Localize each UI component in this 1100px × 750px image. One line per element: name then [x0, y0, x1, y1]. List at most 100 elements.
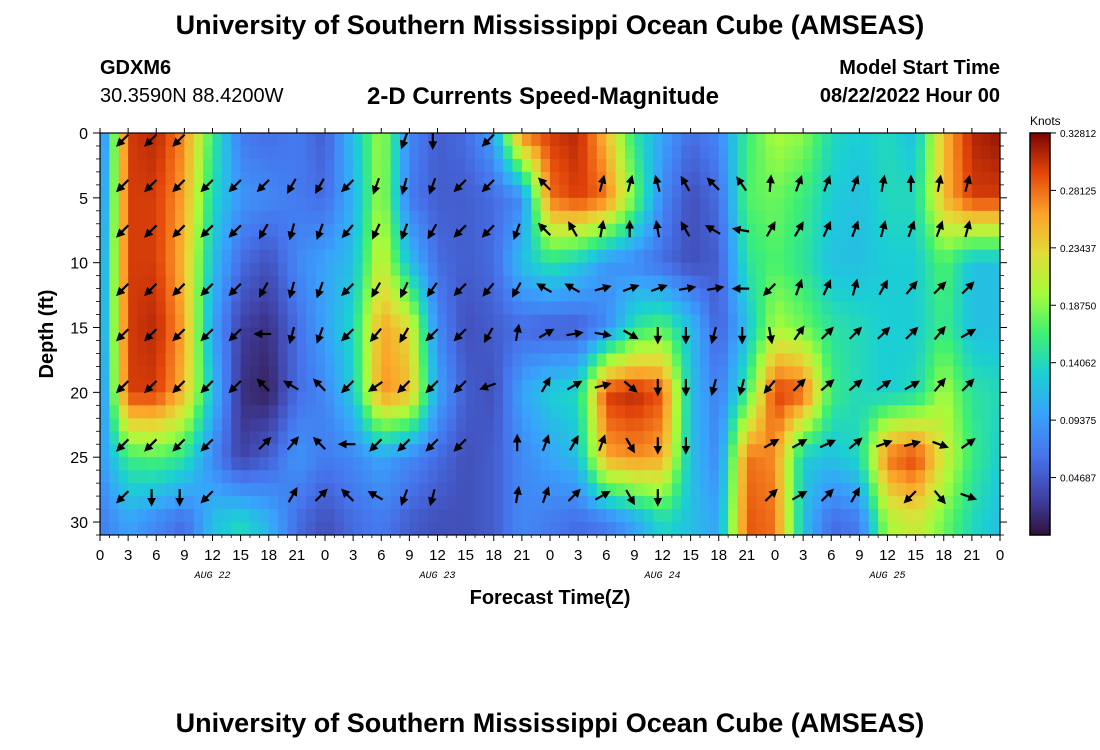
heatmap-cell — [915, 379, 926, 393]
heatmap-cell — [681, 288, 692, 303]
heatmap-cell — [606, 314, 617, 329]
heatmap-cell — [840, 444, 851, 458]
heatmap-cell — [231, 314, 242, 329]
heatmap-cell — [915, 210, 926, 225]
heatmap-cell — [362, 418, 373, 432]
heatmap-cell — [953, 145, 964, 160]
heatmap-cell — [803, 184, 814, 199]
heatmap-cell — [531, 483, 542, 497]
heatmap-cell — [362, 210, 373, 225]
heatmap-cell — [925, 327, 935, 342]
heatmap-cell — [840, 457, 851, 471]
heatmap-cell — [850, 509, 860, 523]
heatmap-cell — [381, 457, 392, 471]
heatmap-cell — [315, 444, 326, 458]
heatmap-cell — [990, 184, 1000, 199]
heatmap-cell — [840, 340, 851, 355]
heatmap-cell — [512, 197, 523, 212]
heatmap-cell — [925, 431, 935, 445]
heatmap-cell — [681, 301, 692, 316]
heatmap-cell — [812, 470, 823, 484]
heatmap-cell — [775, 145, 785, 160]
heatmap-cell — [343, 457, 354, 471]
heatmap-cell — [475, 444, 485, 458]
heatmap-cell — [587, 470, 598, 484]
heatmap-cell — [962, 236, 973, 251]
heatmap-cell — [446, 184, 457, 199]
heatmap-cell — [428, 483, 439, 497]
heatmap-cell — [662, 366, 673, 380]
heatmap-cell — [100, 210, 110, 225]
heatmap-cell — [690, 145, 701, 160]
heatmap-cell — [465, 444, 476, 458]
heatmap-cell — [456, 314, 467, 329]
heatmap-cell — [793, 431, 804, 445]
heatmap-cell — [156, 314, 167, 329]
heatmap-cell — [990, 275, 1000, 290]
heatmap-cell — [840, 288, 851, 303]
heatmap-cell — [943, 275, 954, 290]
heatmap-cell — [906, 236, 917, 251]
heatmap-cell — [390, 353, 401, 368]
heatmap-cell — [859, 197, 870, 212]
current-vector — [706, 177, 720, 191]
heatmap-cell — [212, 197, 223, 212]
heatmap-cell — [390, 171, 401, 186]
heatmap-cell — [868, 366, 879, 380]
heatmap-cell — [971, 496, 982, 510]
colorbar-tick-label: 0.04687 — [1060, 474, 1097, 485]
current-vector — [453, 380, 467, 394]
heatmap-cell — [493, 223, 504, 238]
heatmap-cell — [437, 327, 448, 342]
heatmap-cell — [390, 275, 401, 290]
heatmap-cell — [212, 353, 223, 368]
heatmap-cell — [831, 444, 842, 458]
heatmap-cell — [250, 145, 260, 160]
heatmap-cell — [343, 249, 354, 264]
current-vector — [513, 485, 522, 504]
current-vector — [933, 325, 946, 341]
heatmap-cell — [887, 301, 898, 316]
heatmap-cell — [268, 197, 279, 212]
heatmap-cell — [662, 522, 673, 535]
heatmap-cell — [259, 133, 270, 147]
heatmap-cell — [493, 457, 504, 471]
heatmap-cell — [653, 353, 664, 368]
heatmap-cell — [240, 223, 251, 238]
heatmap-cell — [212, 379, 223, 393]
heatmap-cell — [606, 262, 617, 277]
heatmap-cell — [775, 197, 785, 212]
heatmap-cell — [896, 379, 907, 393]
heatmap-cell — [193, 197, 204, 212]
heatmap-cell — [765, 145, 776, 160]
heatmap-cell — [765, 249, 776, 264]
heatmap-cell — [671, 327, 682, 342]
heatmap-cell — [165, 210, 176, 225]
heatmap-cell — [690, 522, 701, 535]
heatmap-cell — [971, 158, 982, 173]
heatmap-cell — [803, 405, 814, 419]
heatmap-cell — [953, 444, 964, 458]
heatmap-cell — [943, 522, 954, 535]
heatmap-cell — [100, 392, 110, 406]
current-vector — [850, 278, 860, 296]
heatmap-cell — [559, 236, 570, 251]
heatmap-cell — [428, 353, 439, 368]
heatmap-cell — [268, 223, 279, 238]
heatmap-cell — [803, 171, 814, 186]
heatmap-cell — [990, 509, 1000, 523]
heatmap-cell — [812, 379, 823, 393]
heatmap-cell — [765, 275, 776, 290]
heatmap-cell — [550, 236, 560, 251]
heatmap-cell — [953, 197, 964, 212]
heatmap-cell — [821, 184, 832, 199]
heatmap-cell — [343, 275, 354, 290]
heatmap-cell — [662, 418, 673, 432]
heatmap-cell — [756, 483, 767, 497]
heatmap-cell — [859, 522, 870, 535]
heatmap-cell — [175, 353, 185, 368]
heatmap-cell — [634, 314, 645, 329]
current-vector — [568, 435, 579, 451]
heatmap-cell — [409, 366, 420, 380]
heatmap-cell — [100, 470, 110, 484]
